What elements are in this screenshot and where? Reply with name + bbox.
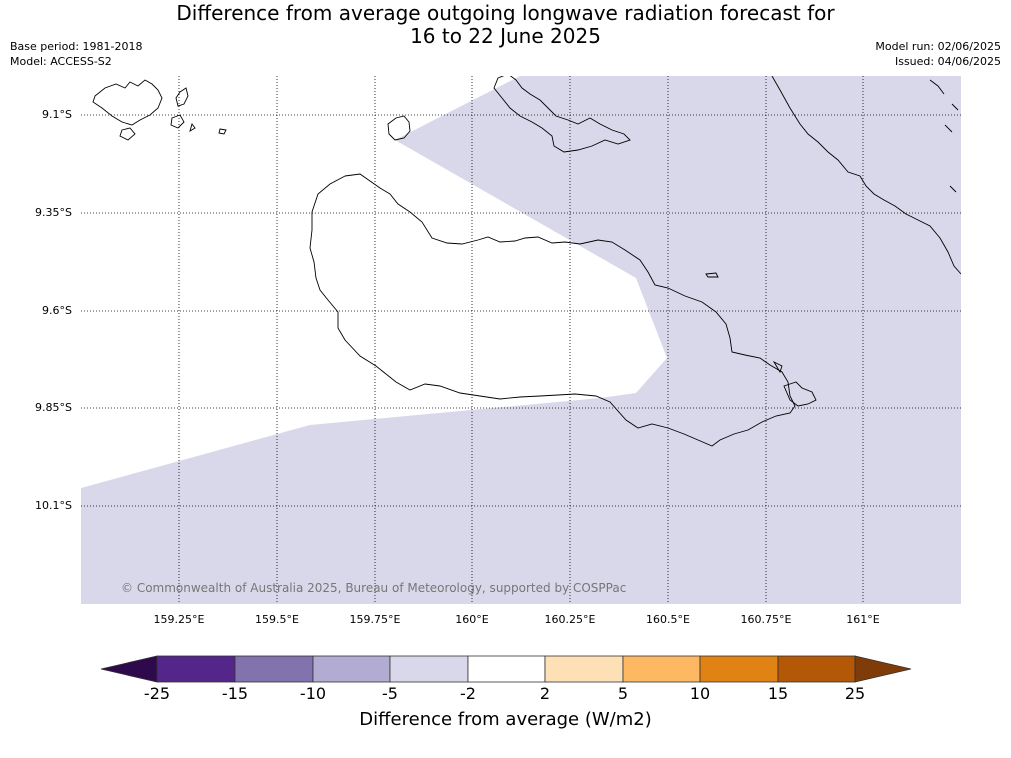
issued-text: Issued: 04/06/2025	[894, 55, 1001, 68]
guadalcanal-coastline	[309, 173, 796, 447]
savo-island-coastline	[387, 115, 411, 141]
colorbar-segment	[234, 655, 314, 683]
marau-islets-coastline	[772, 360, 817, 407]
colorbar-segment	[622, 655, 701, 683]
colorbar-tick-label: -10	[299, 684, 327, 703]
colorbar-tick-label: 15	[767, 684, 789, 703]
colorbar	[100, 655, 912, 683]
lat-label: 9.85°S	[35, 401, 72, 414]
lat-label: 9.35°S	[35, 206, 72, 219]
map-title-line2: 16 to 22 June 2025	[410, 24, 601, 48]
russell-islands-coastline	[92, 79, 227, 141]
lon-label: 159.5°E	[255, 613, 299, 626]
colorbar-tick-label: 10	[689, 684, 711, 703]
colorbar-tick-label: 5	[617, 684, 629, 703]
lat-label: 9.1°S	[42, 108, 72, 121]
colorbar-segment	[777, 655, 856, 683]
colorbar-tick-label: 2	[539, 684, 551, 703]
malaita-coastline	[771, 76, 961, 275]
colorbar-extend-high	[854, 655, 912, 683]
colorbar-segment	[544, 655, 624, 683]
colorbar-tick-label: -25	[143, 684, 171, 703]
lat-label: 10.1°S	[35, 499, 72, 512]
coastlines	[92, 76, 961, 447]
nggela-islands-coastline	[493, 76, 719, 278]
copyright-notice: © Commonwealth of Australia 2025, Bureau…	[121, 581, 627, 595]
colorbar-segment	[467, 655, 546, 683]
lon-label: 160.25°E	[544, 613, 596, 626]
lon-label: 161°E	[846, 613, 880, 626]
colorbar-tick-label: -5	[382, 684, 398, 703]
colorbar-title: Difference from average (W/m2)	[359, 709, 652, 730]
lon-label: 160.75°E	[740, 613, 792, 626]
colorbar-tick-label: -2	[460, 684, 476, 703]
colorbar-extend-low	[100, 655, 158, 683]
model-run-text: Model run: 02/06/2025	[875, 40, 1001, 53]
graticule	[81, 76, 961, 604]
lon-label: 159.25°E	[153, 613, 205, 626]
anomaly-shading-region	[81, 76, 961, 604]
colorbar-tick-label: 25	[844, 684, 866, 703]
colorbar-segment	[699, 655, 779, 683]
base-period-text: Base period: 1981-2018	[10, 40, 143, 53]
lon-label: 160.5°E	[646, 613, 690, 626]
colorbar-segment	[312, 655, 391, 683]
map-title-line1: Difference from average outgoing longwav…	[176, 1, 835, 25]
model-text: Model: ACCESS-S2	[10, 55, 112, 68]
colorbar-tick-label: -15	[221, 684, 249, 703]
lon-label: 159.75°E	[349, 613, 401, 626]
lat-label: 9.6°S	[42, 304, 72, 317]
colorbar-segment	[156, 655, 236, 683]
lon-label: 160°E	[455, 613, 489, 626]
colorbar-segment	[389, 655, 469, 683]
